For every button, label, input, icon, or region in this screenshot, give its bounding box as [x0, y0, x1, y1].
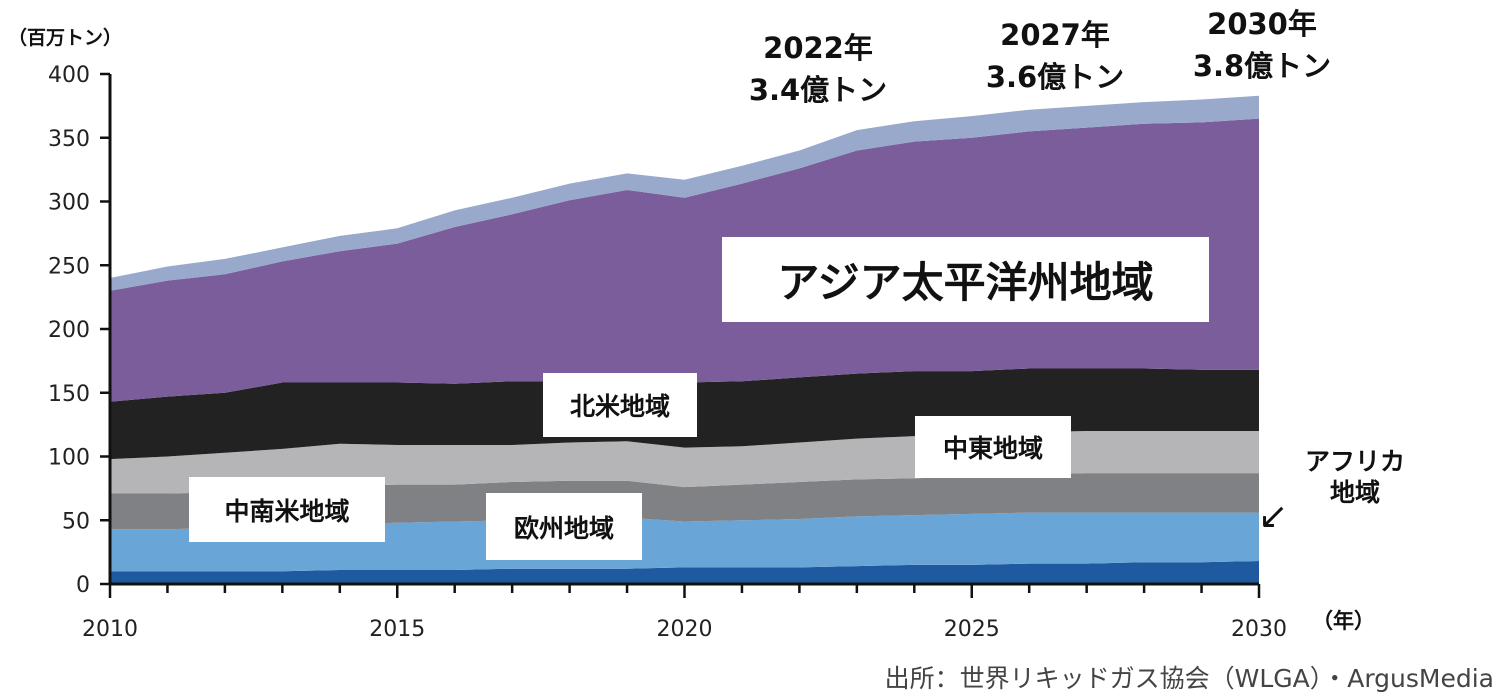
y-tick-label: 0: [76, 573, 90, 598]
y-tick-label: 100: [48, 446, 90, 471]
svg-text:3.6億トン: 3.6億トン: [986, 60, 1124, 94]
y-tick-label: 300: [48, 191, 90, 216]
svg-text:2030年: 2030年: [1207, 7, 1317, 41]
asia-pacific-region-label: アジア太平洋州地域: [722, 237, 1209, 322]
y-tick-label: 50: [62, 509, 90, 534]
latin-america-region-label: 中南米地域: [189, 477, 385, 542]
area-series-1: [110, 512, 1259, 572]
africa-label-line2: 地域: [1329, 478, 1380, 508]
x-tick-label: 2030: [1231, 617, 1287, 642]
x-axis: 2010 2015 2020 2025 2030: [82, 582, 1287, 642]
x-tick-label: 2010: [82, 617, 138, 642]
y-axis: 0 50 100 150 200 250 300 350 400: [48, 63, 112, 598]
svg-text:3.4億トン: 3.4億トン: [749, 73, 887, 107]
callout-2027: 2027年 3.6億トン: [986, 18, 1124, 94]
area-series-5: [110, 118, 1259, 402]
area-series-2: [110, 473, 1259, 530]
y-tick-label: 400: [48, 63, 90, 88]
africa-region-label: アフリカ 地域: [1290, 446, 1420, 509]
callout-2030: 2030年 3.8億トン: [1193, 7, 1331, 83]
africa-label-line1: アフリカ: [1304, 447, 1405, 476]
svg-text:3.8億トン: 3.8億トン: [1193, 49, 1331, 83]
africa-arrow-icon: ↙: [1258, 496, 1289, 537]
svg-text:2027年: 2027年: [1000, 18, 1110, 52]
y-axis-unit-label: （百万トン）: [8, 26, 122, 49]
x-tick-label: 2020: [657, 617, 713, 642]
x-axis-unit-label: （年）: [1312, 609, 1375, 633]
y-tick-label: 200: [48, 318, 90, 343]
y-tick-label: 350: [48, 127, 90, 152]
y-tick-label: 150: [48, 382, 90, 407]
area-series-6: [110, 95, 1259, 291]
callout-2022: 2022年 3.4億トン: [749, 31, 887, 107]
x-tick-label: 2015: [369, 617, 425, 642]
area-series-0: [110, 561, 1259, 584]
source-note: 出所：世界リキッドガス協会（WLGA）・ArgusMedia: [884, 664, 1494, 693]
europe-region-label: 欧州地域: [486, 493, 642, 560]
x-tick-label: 2025: [944, 617, 1000, 642]
middle-east-region-label: 中東地域: [915, 416, 1071, 478]
svg-text:2022年: 2022年: [763, 31, 873, 65]
north-america-region-label: 北米地域: [543, 373, 697, 437]
y-tick-label: 250: [48, 254, 90, 279]
